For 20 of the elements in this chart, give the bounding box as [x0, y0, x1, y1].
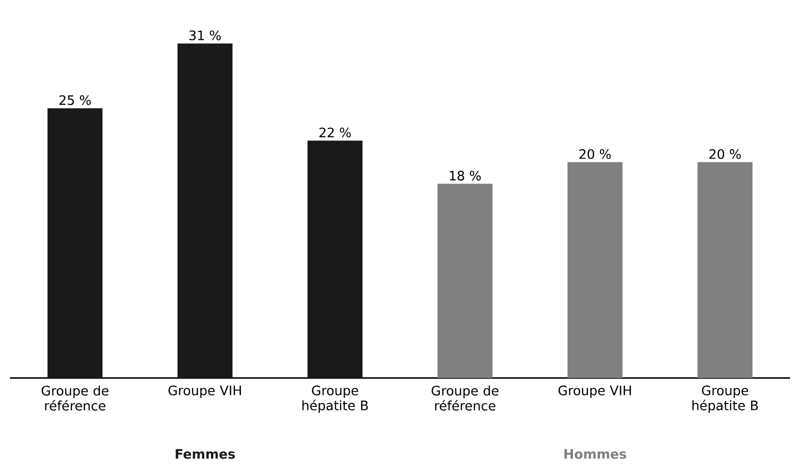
x-tick-label: Groupe VIH: [168, 386, 241, 398]
bar: [698, 162, 753, 378]
bar: [308, 140, 363, 378]
data-label: 20 %: [579, 149, 611, 159]
text: Femmes: [176, 449, 235, 459]
data-label: 25 %: [59, 95, 91, 106]
bar: [568, 162, 623, 378]
x-tick-label: Groupe hépatite B: [302, 386, 368, 413]
x-tick-label: Groupe hépatite B: [692, 386, 758, 413]
data-label: 20 %: [709, 149, 741, 159]
x-tick-label: Groupe de référence: [42, 386, 108, 411]
x-tick-label: Groupe VIH: [558, 386, 631, 398]
text: Hommes: [564, 449, 626, 459]
bar: [178, 43, 233, 378]
bar: [48, 108, 102, 378]
data-label: 18 %: [450, 170, 481, 181]
x-tick-label: Groupe de référence: [432, 386, 498, 411]
data-label: 22 %: [319, 128, 351, 138]
bar: [438, 184, 493, 378]
data-label: 31 %: [189, 30, 221, 40]
